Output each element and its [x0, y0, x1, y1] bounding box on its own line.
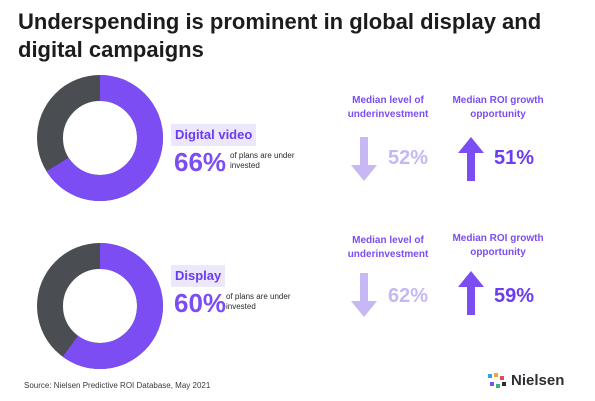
- donut-chart-digital-video: [30, 68, 170, 208]
- percent-value: 66%: [174, 147, 227, 177]
- metric-heading-roi-growth: Median ROI growth opportunity: [452, 95, 544, 120]
- metric-heading-underinvestment: Median level of underinvestment: [347, 95, 429, 120]
- up-arrow-icon: [458, 137, 484, 181]
- donut-value-arc: [37, 75, 163, 201]
- donut-value-arc: [37, 243, 163, 369]
- metric-value-underinvestment: 62%: [388, 285, 429, 307]
- metric-heading-underinvestment: Median level of underinvestment: [347, 235, 429, 260]
- donut-svg-display: [37, 243, 163, 369]
- metric-value-underinvestment: 52%: [388, 147, 429, 169]
- up-arrow-icon: [458, 271, 484, 315]
- nielsen-logo-icon: [488, 373, 506, 388]
- down-arrow-icon: [351, 273, 377, 317]
- down-arrow-icon: [351, 137, 377, 181]
- source-note: Source: Nielsen Predictive ROI Database,…: [24, 381, 211, 390]
- metric-value-roi-growth: 59%: [494, 285, 535, 307]
- category-tag: Display: [171, 265, 226, 287]
- donut-chart-display: [30, 236, 170, 376]
- brand-logo-text: Nielsen: [511, 372, 565, 389]
- percent-value: 60%: [174, 288, 227, 318]
- metric-heading-roi-growth: Median ROI growth opportunity: [452, 233, 544, 258]
- donut-svg-digital-video: [37, 75, 163, 201]
- page-title: Underspending is prominent in global dis…: [18, 9, 542, 62]
- percent-note: of plans are under invested: [230, 151, 295, 170]
- category-tag: Digital video: [171, 124, 257, 146]
- metric-value-roi-growth: 51%: [494, 147, 535, 169]
- percent-note: of plans are under invested: [226, 292, 291, 311]
